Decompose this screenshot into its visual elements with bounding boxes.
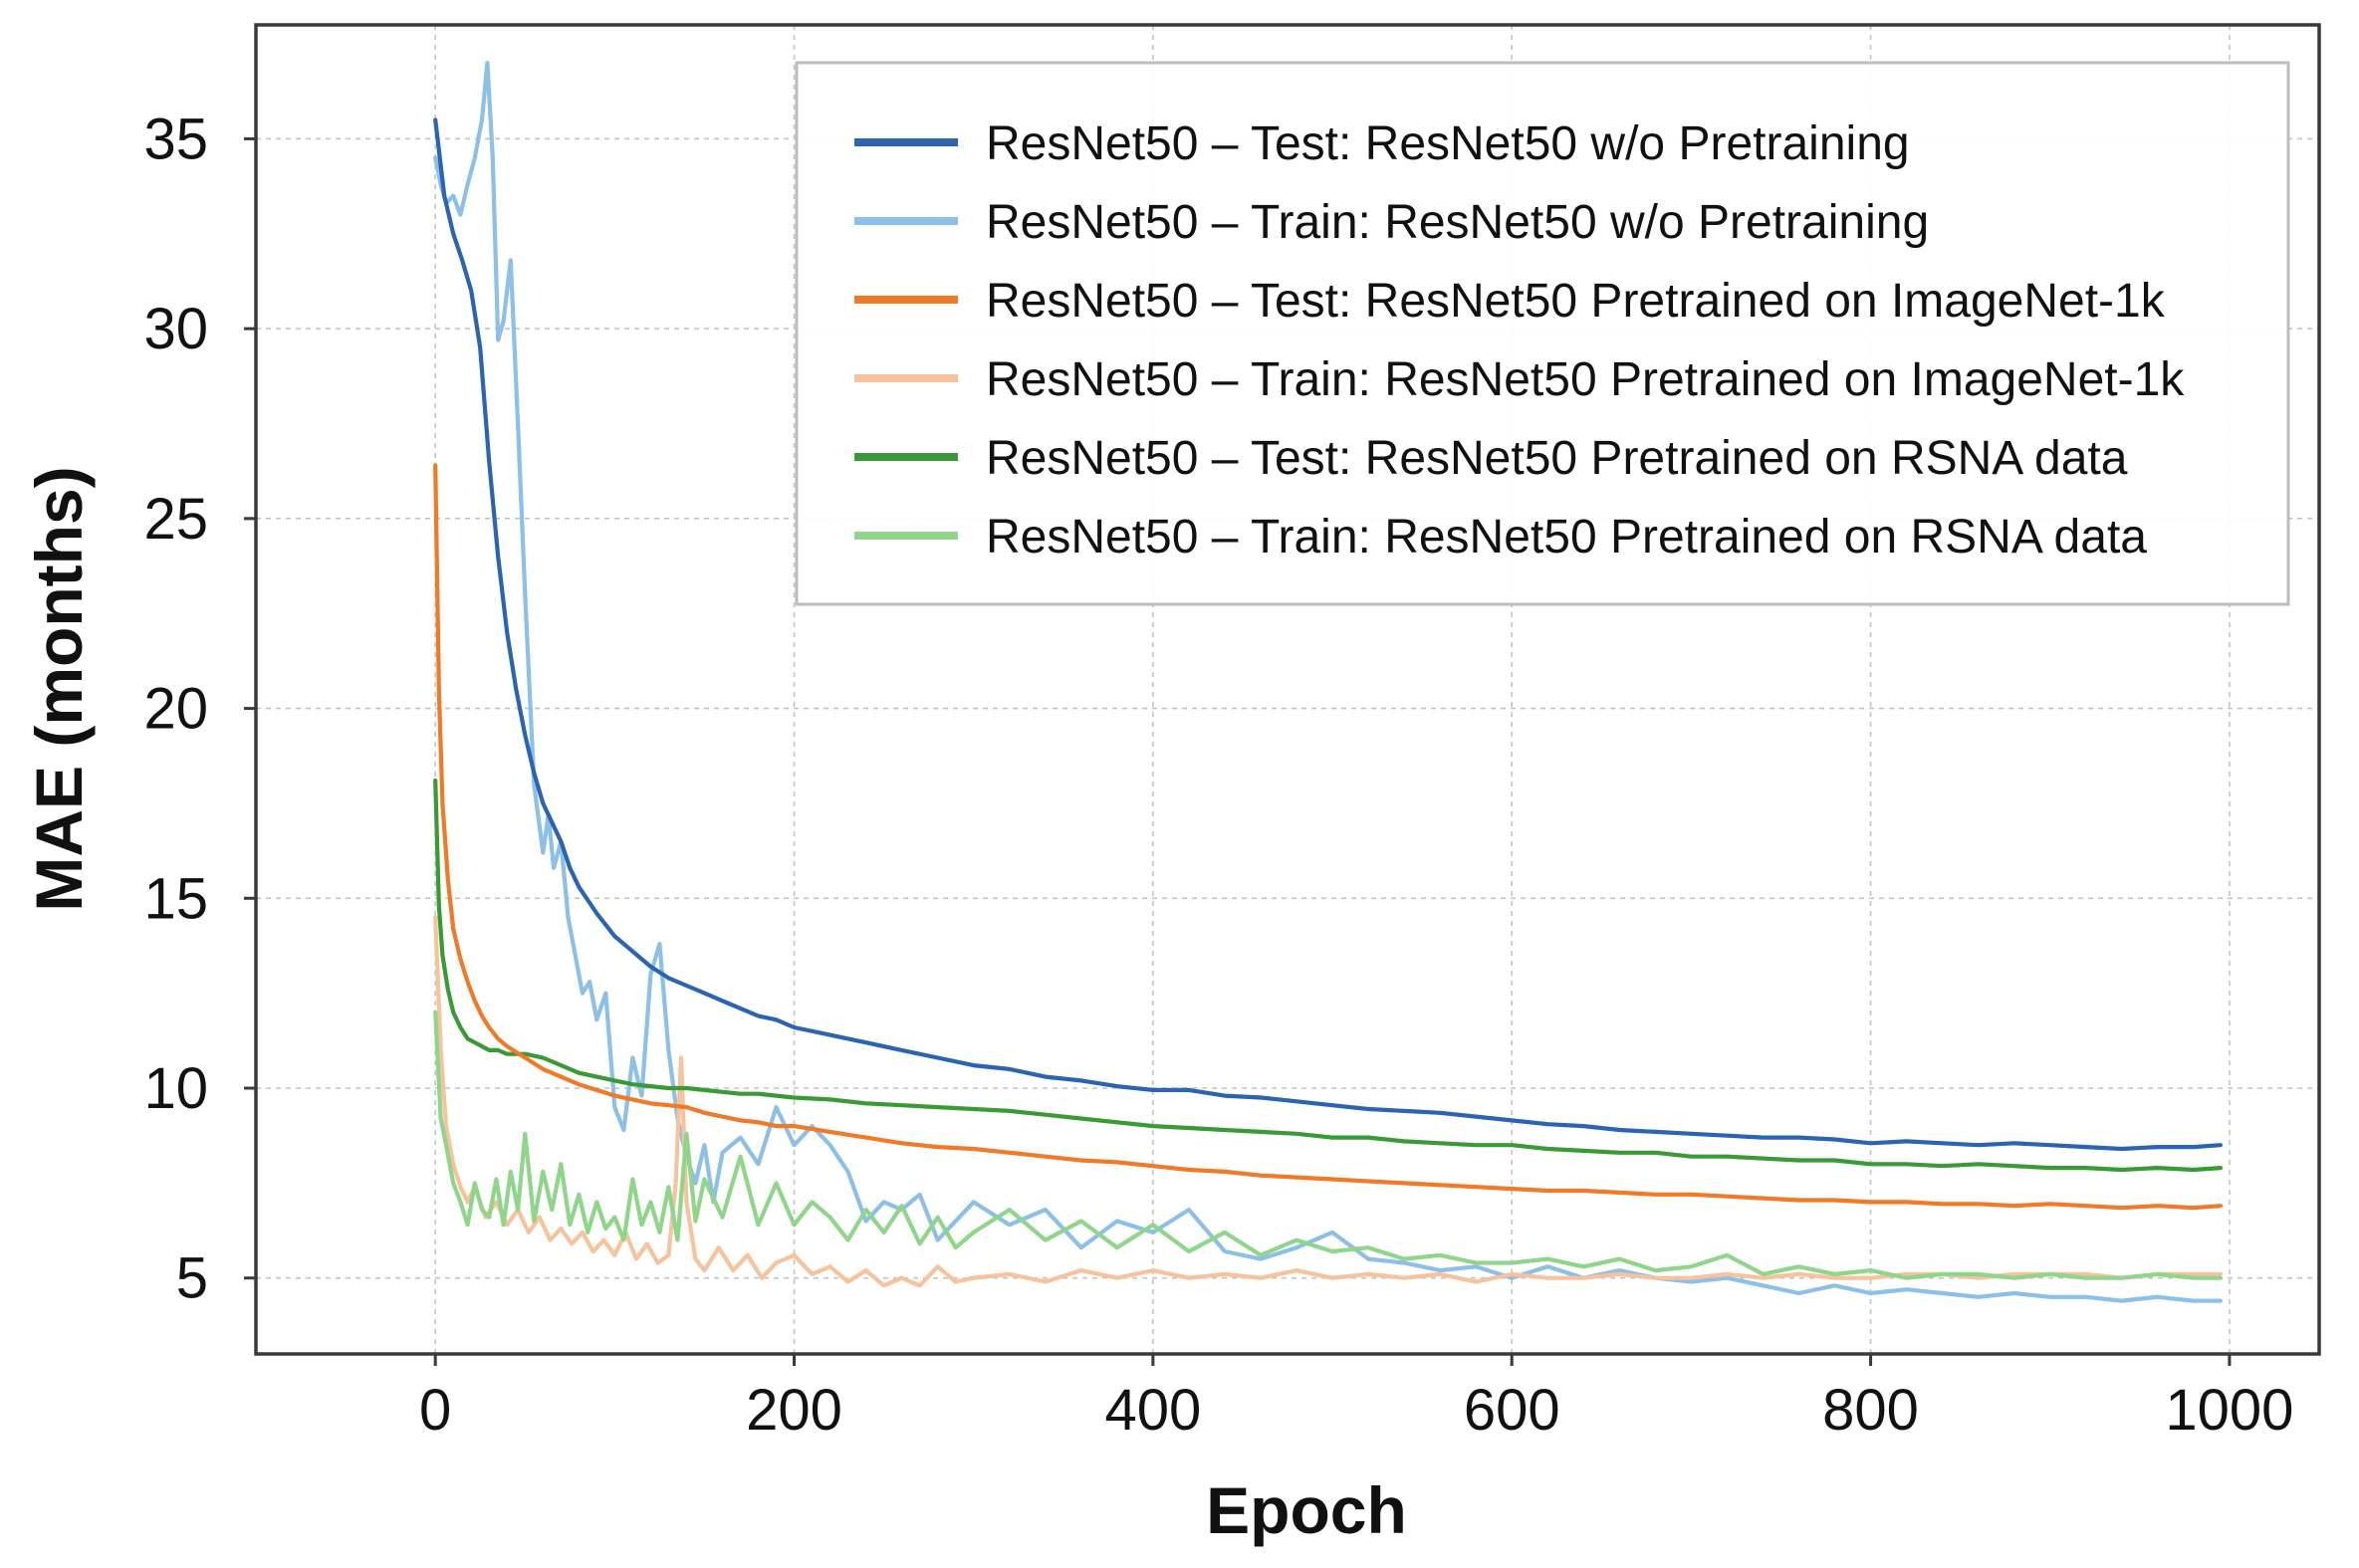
legend-label: ResNet50 – Train: ResNet50 Pretrained on…: [986, 511, 2147, 563]
legend-label: ResNet50 – Train: ResNet50 w/o Pretraini…: [986, 196, 1929, 249]
series-line-4: [433, 915, 2223, 1288]
x-tick-label: 200: [746, 1378, 842, 1443]
y-tick-label: 15: [143, 866, 208, 931]
series-line-3: [433, 463, 2223, 1211]
y-tick-label: 35: [143, 107, 208, 171]
legend: ResNet50 – Test: ResNet50 w/o Pretrainin…: [795, 61, 2290, 606]
x-tick-label: 600: [1464, 1378, 1560, 1443]
y-tick-label: 20: [143, 677, 208, 742]
legend-label: ResNet50 – Train: ResNet50 Pretrained on…: [986, 353, 2185, 406]
series-line-6: [433, 1009, 2223, 1280]
series-line-5: [433, 778, 2223, 1173]
legend-box: [795, 61, 2290, 606]
y-tick-label: 5: [176, 1246, 208, 1311]
y-tick-label: 10: [143, 1056, 208, 1121]
plot-frame: [254, 23, 2321, 1356]
legend-item: ResNet50 – Train: ResNet50 w/o Pretraini…: [854, 196, 1929, 249]
y-tick-label: 30: [143, 297, 208, 361]
y-axis-title: MAE (months): [22, 466, 96, 911]
y-tick-label: 25: [143, 487, 208, 552]
legend-item: ResNet50 – Train: ResNet50 Pretrained on…: [854, 511, 2147, 563]
x-axis-title: Epoch: [1206, 1473, 1407, 1547]
series-line-1: [433, 117, 2223, 1152]
legend-item: ResNet50 – Test: ResNet50 Pretrained on …: [854, 432, 2128, 485]
series-line-2: [433, 60, 2223, 1303]
legend-label: ResNet50 – Test: ResNet50 Pretrained on …: [986, 432, 2128, 485]
series-lines: [433, 60, 2223, 1303]
legend-label: ResNet50 – Test: ResNet50 w/o Pretrainin…: [986, 117, 1910, 170]
legend-label: ResNet50 – Test: ResNet50 Pretrained on …: [986, 275, 2166, 328]
x-tick-label: 400: [1104, 1378, 1201, 1443]
x-tick-label: 0: [419, 1378, 451, 1443]
x-tick-label: 800: [1822, 1378, 1919, 1443]
legend-item: ResNet50 – Train: ResNet50 Pretrained on…: [854, 353, 2185, 406]
axis-ticks: 0 200 400 600 800 1000 5 10 15 20 25 30 35: [143, 107, 2293, 1443]
legend-item: ResNet50 – Test: ResNet50 Pretrained on …: [854, 275, 2166, 328]
legend-item: ResNet50 – Test: ResNet50 w/o Pretrainin…: [854, 117, 1910, 170]
legend-entries: ResNet50 – Test: ResNet50 w/o Pretrainin…: [854, 117, 2185, 563]
x-tick-label: 1000: [2165, 1378, 2293, 1443]
